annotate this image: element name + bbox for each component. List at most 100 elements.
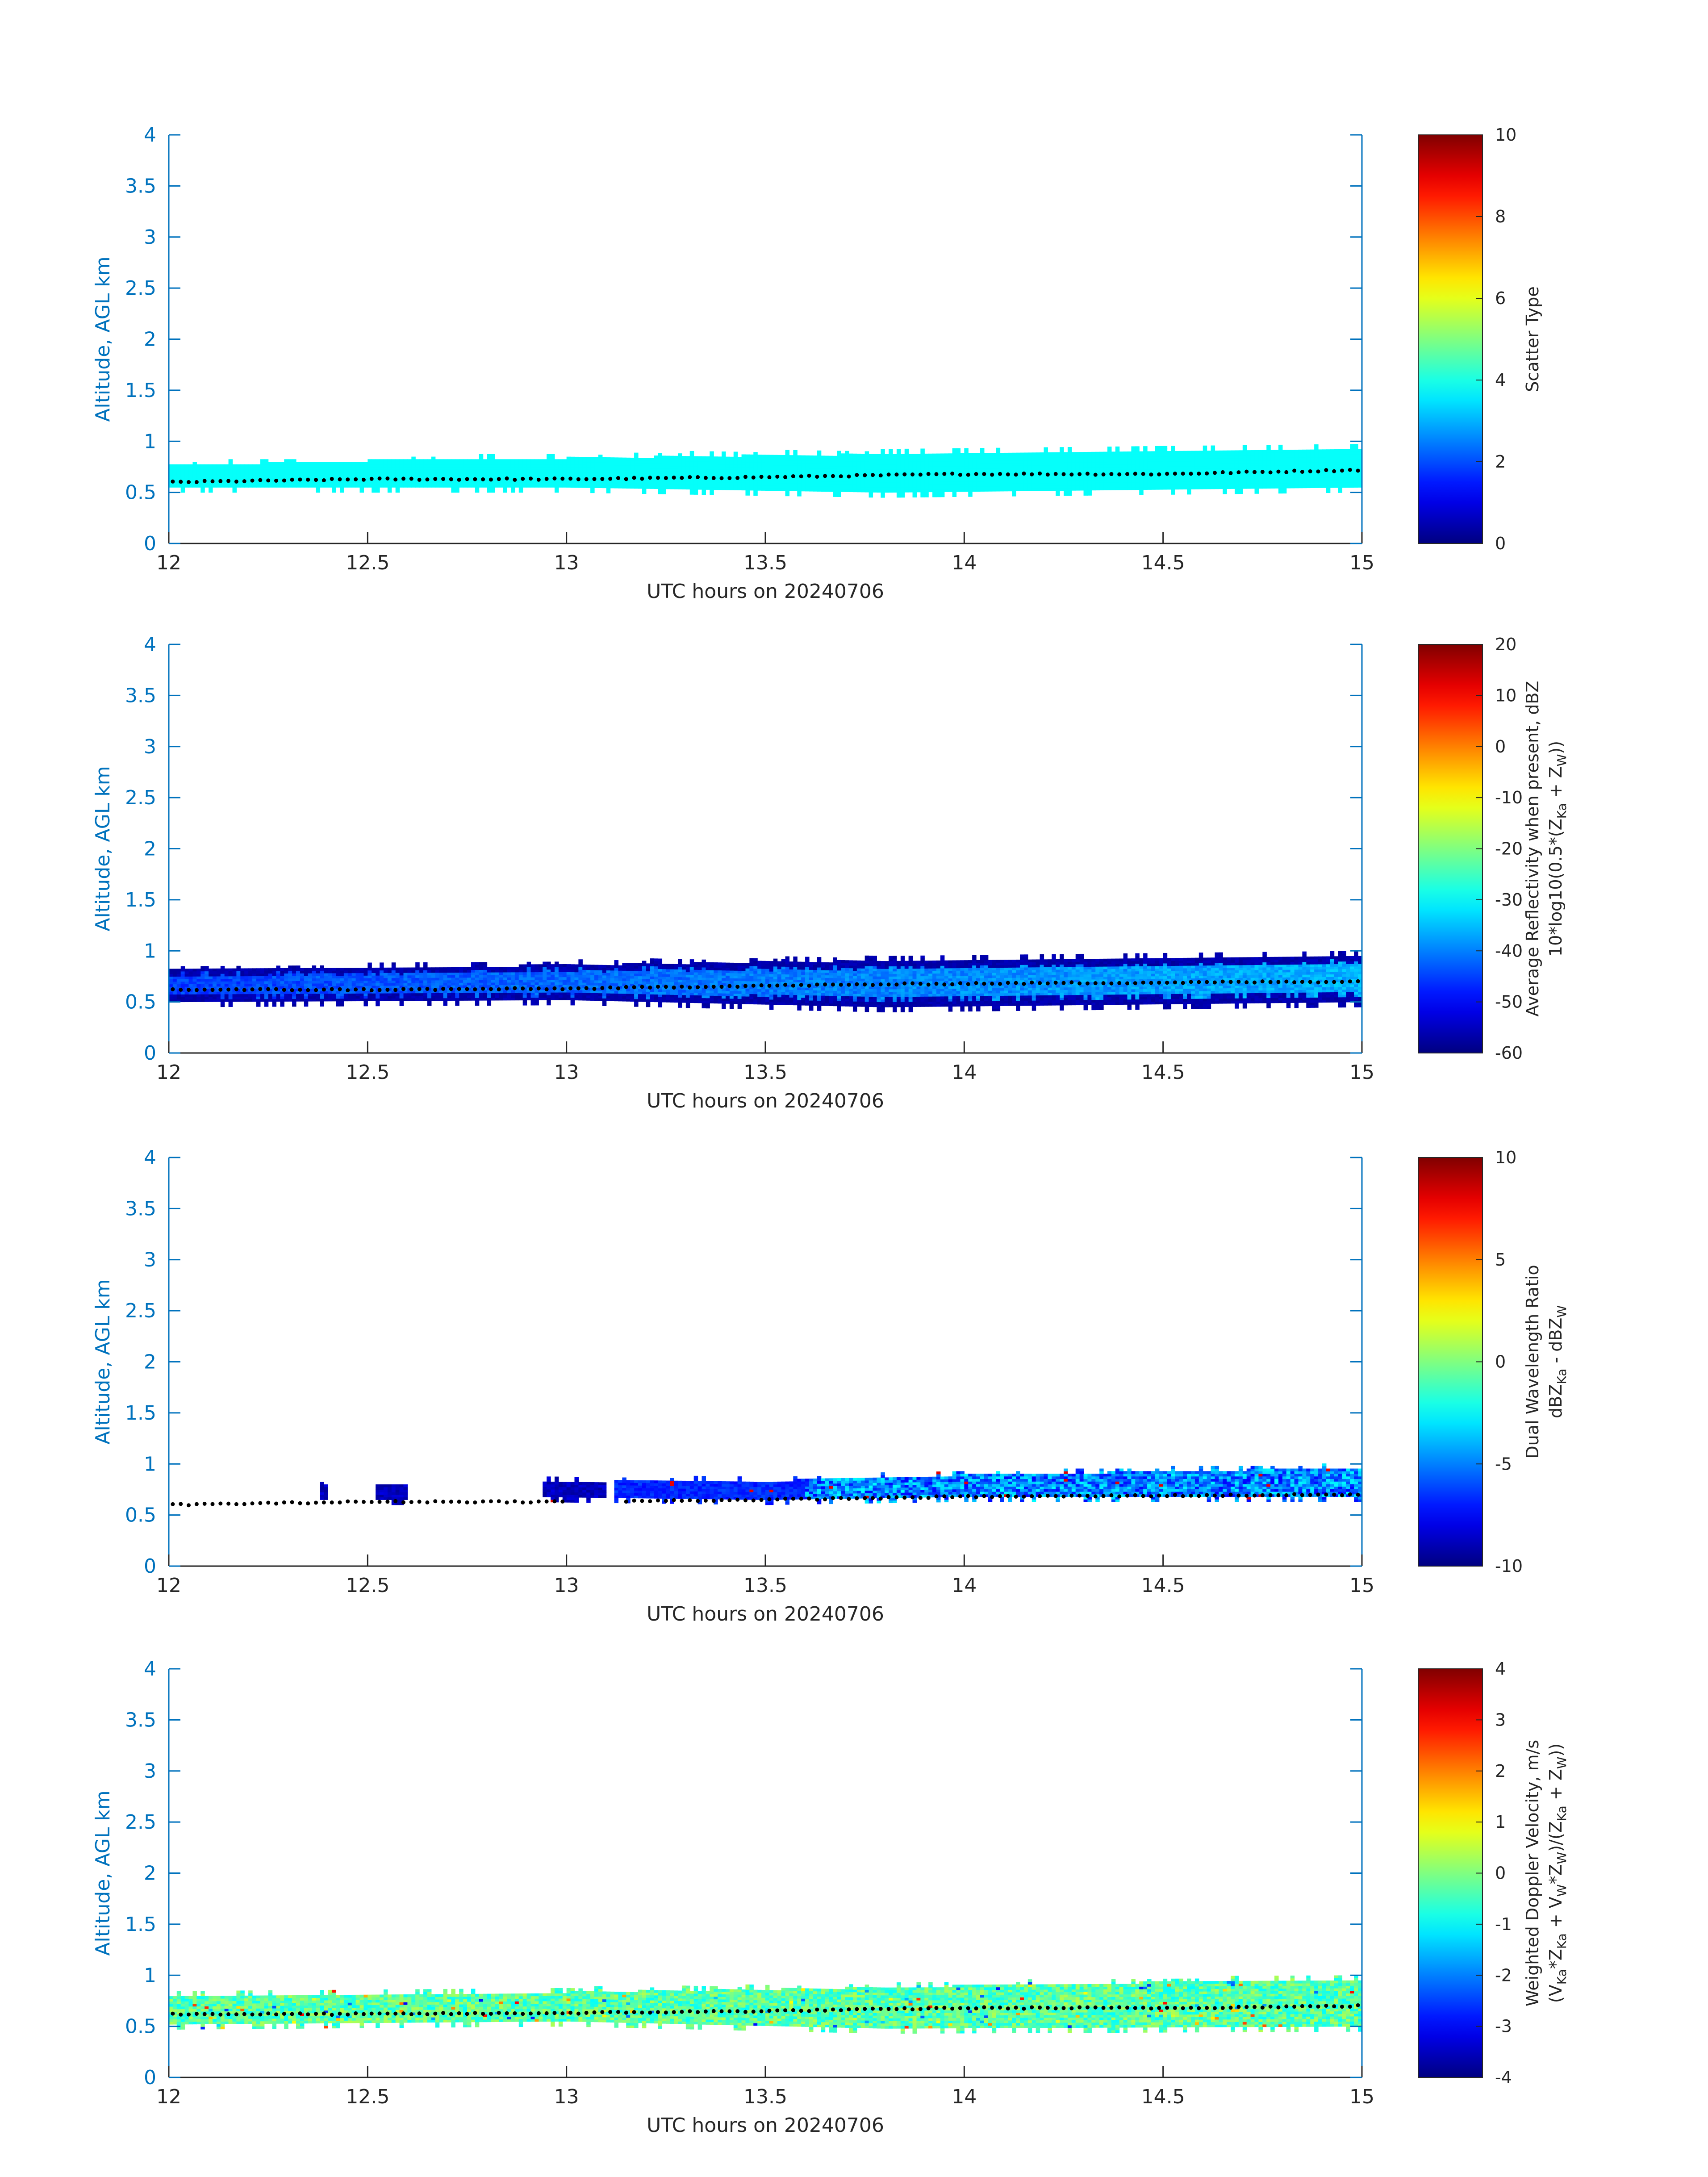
- heatmap-cell: [1004, 483, 1008, 486]
- heatmap-cell: [419, 482, 424, 485]
- heatmap-cell: [681, 464, 686, 467]
- heatmap-cell: [801, 481, 806, 484]
- heatmap-cell: [415, 464, 420, 468]
- heatmap-cell: [1350, 451, 1354, 455]
- heatmap-cell: [332, 988, 336, 991]
- heatmap-cell: [829, 481, 834, 485]
- heatmap-cell: [821, 471, 826, 474]
- heatmap-cell: [176, 999, 181, 1003]
- heatmap-cell: [228, 971, 233, 974]
- heatmap-cell: [1023, 468, 1028, 471]
- heatmap-cell: [614, 460, 619, 463]
- heatmap-cell: [1322, 460, 1327, 463]
- heatmap-cell: [893, 459, 897, 462]
- heatmap-cell: [324, 999, 328, 1002]
- heatmap-cell: [351, 474, 356, 477]
- heatmap-cell: [423, 464, 428, 468]
- heatmap-cell: [252, 983, 257, 986]
- heatmap-cell: [1099, 480, 1104, 483]
- heatmap-cell: [455, 485, 459, 488]
- heatmap-cell: [674, 471, 678, 474]
- heatmap-cell: [725, 487, 730, 490]
- heatmap-cell: [510, 482, 515, 485]
- heatmap-cell: [471, 467, 476, 470]
- heatmap-cell: [1147, 466, 1152, 470]
- heatmap-cell: [992, 455, 997, 459]
- heatmap-cell: [1350, 454, 1354, 457]
- heatmap-cell: [372, 467, 376, 470]
- heatmap-cell: [1000, 471, 1004, 474]
- heatmap-cell: [1238, 458, 1243, 461]
- heatmap-cell: [1031, 481, 1036, 484]
- heatmap-cell: [439, 482, 444, 485]
- heatmap-cell: [264, 462, 269, 465]
- heatmap-cell: [316, 970, 321, 974]
- heatmap-cell: [1000, 473, 1004, 476]
- heatmap-cell: [192, 485, 197, 488]
- heatmap-cell: [881, 454, 885, 457]
- heatmap-cell: [1087, 467, 1092, 470]
- heatmap-cell: [1234, 458, 1239, 461]
- heatmap-cell: [1298, 477, 1303, 481]
- heatmap-cell: [1167, 451, 1172, 454]
- heatmap-cell: [551, 480, 555, 483]
- heatmap-cell: [1052, 483, 1056, 486]
- heatmap-cell: [670, 473, 674, 476]
- heatmap-cell: [654, 486, 659, 489]
- heatmap-cell: [351, 462, 356, 465]
- heatmap-cell: [904, 461, 909, 464]
- heatmap-cell: [761, 472, 766, 476]
- heatmap-cell: [1056, 468, 1060, 471]
- heatmap-cell: [169, 994, 173, 997]
- heatmap-cell: [1027, 465, 1032, 468]
- heatmap-cell: [209, 976, 213, 979]
- heatmap-cell: [495, 482, 499, 485]
- heatmap-cell: [1143, 487, 1148, 490]
- heatmap-cell: [491, 454, 495, 457]
- heatmap-cell: [710, 451, 714, 454]
- heatmap-cell: [837, 476, 841, 479]
- heatmap-cell: [336, 467, 340, 470]
- y-tick-label: 0: [144, 532, 156, 555]
- heatmap-cell: [355, 986, 360, 989]
- heatmap-cell: [1191, 486, 1195, 489]
- heatmap-cell: [1278, 470, 1283, 473]
- heatmap-cell: [741, 464, 746, 468]
- heatmap-cell: [1207, 458, 1211, 461]
- heatmap-cell: [328, 975, 332, 978]
- heatmap-cell: [1338, 454, 1343, 457]
- heatmap-cell: [209, 999, 213, 1002]
- heatmap-cell: [1358, 459, 1362, 462]
- heatmap-cell: [968, 453, 973, 456]
- heatmap-cell: [252, 464, 257, 468]
- heatmap-cell: [1278, 465, 1283, 468]
- heatmap-cell: [188, 991, 193, 994]
- heatmap-cell: [1060, 457, 1064, 460]
- heatmap-cell: [1282, 460, 1287, 463]
- heatmap-cell: [196, 467, 201, 470]
- heatmap-cell: [722, 467, 726, 470]
- heatmap-cell: [256, 1004, 261, 1007]
- heatmap-cell: [745, 477, 750, 481]
- heatmap-cell: [332, 467, 336, 470]
- heatmap-cell: [737, 457, 742, 460]
- heatmap-cell: [681, 484, 686, 487]
- heatmap-cell: [1171, 489, 1175, 493]
- heatmap-cell: [320, 472, 324, 475]
- heatmap-cell: [992, 453, 997, 456]
- heatmap-cell: [276, 981, 280, 984]
- heatmap-cell: [1040, 455, 1044, 458]
- heatmap-cell: [288, 467, 292, 470]
- heatmap-cell: [276, 976, 280, 979]
- heatmap-cell: [960, 484, 965, 487]
- dot-marker: [1228, 471, 1233, 475]
- dot-marker: [1197, 472, 1201, 476]
- heatmap-cell: [706, 479, 710, 482]
- heatmap-cell: [940, 481, 945, 485]
- heatmap-cell: [212, 467, 217, 470]
- heatmap-cell: [1119, 467, 1124, 470]
- heatmap-cell: [359, 472, 364, 475]
- heatmap-cell: [248, 477, 253, 480]
- heatmap-cell: [1270, 478, 1275, 481]
- heatmap-cell: [1314, 462, 1319, 465]
